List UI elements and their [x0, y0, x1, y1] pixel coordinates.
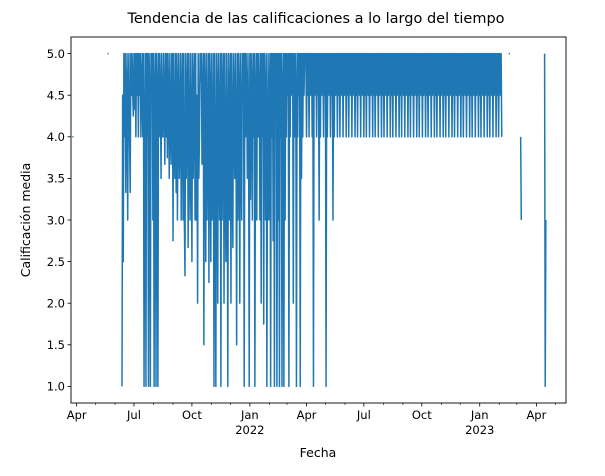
- x-tick-label: Apr: [67, 408, 87, 422]
- x-tick-label: Jul: [126, 408, 141, 422]
- y-tick-label: 2.5: [47, 255, 65, 269]
- y-tick-label: 3.0: [47, 213, 65, 227]
- x-tick-label: Jan: [470, 408, 489, 422]
- x-tick-year-label: 2023: [465, 423, 494, 437]
- y-tick-label: 1.5: [47, 338, 65, 352]
- x-tick-label: Jul: [356, 408, 371, 422]
- rating-line-segment: [121, 52, 503, 388]
- y-axis: 1.0 1.5 2.0 2.5 3.0 3.5 4.0 4.5 5.0: [47, 47, 71, 394]
- x-tick-label: Apr: [297, 408, 317, 422]
- y-tick-label: 4.5: [47, 89, 65, 103]
- x-tick-label: Jan: [240, 408, 259, 422]
- chart-title: Tendencia de las calificaciones a lo lar…: [126, 11, 504, 27]
- y-axis-label: Calificación media: [18, 163, 33, 278]
- y-tick-label: 4.0: [47, 130, 65, 144]
- x-axis-label: Fecha: [300, 445, 337, 460]
- y-tick-label: 2.0: [47, 296, 65, 310]
- y-tick-label: 1.0: [47, 380, 65, 394]
- x-tick-year-label: 2022: [235, 423, 264, 437]
- x-tick-label: Apr: [526, 408, 546, 422]
- rating-line-segment: [519, 136, 523, 221]
- y-tick-label: 3.5: [47, 172, 65, 186]
- rating-line-segment: [543, 53, 547, 388]
- series-layer: [72, 52, 547, 388]
- x-tick-label: Oct: [412, 408, 432, 422]
- x-tick-label: Oct: [182, 408, 202, 422]
- y-tick-label: 5.0: [47, 47, 65, 61]
